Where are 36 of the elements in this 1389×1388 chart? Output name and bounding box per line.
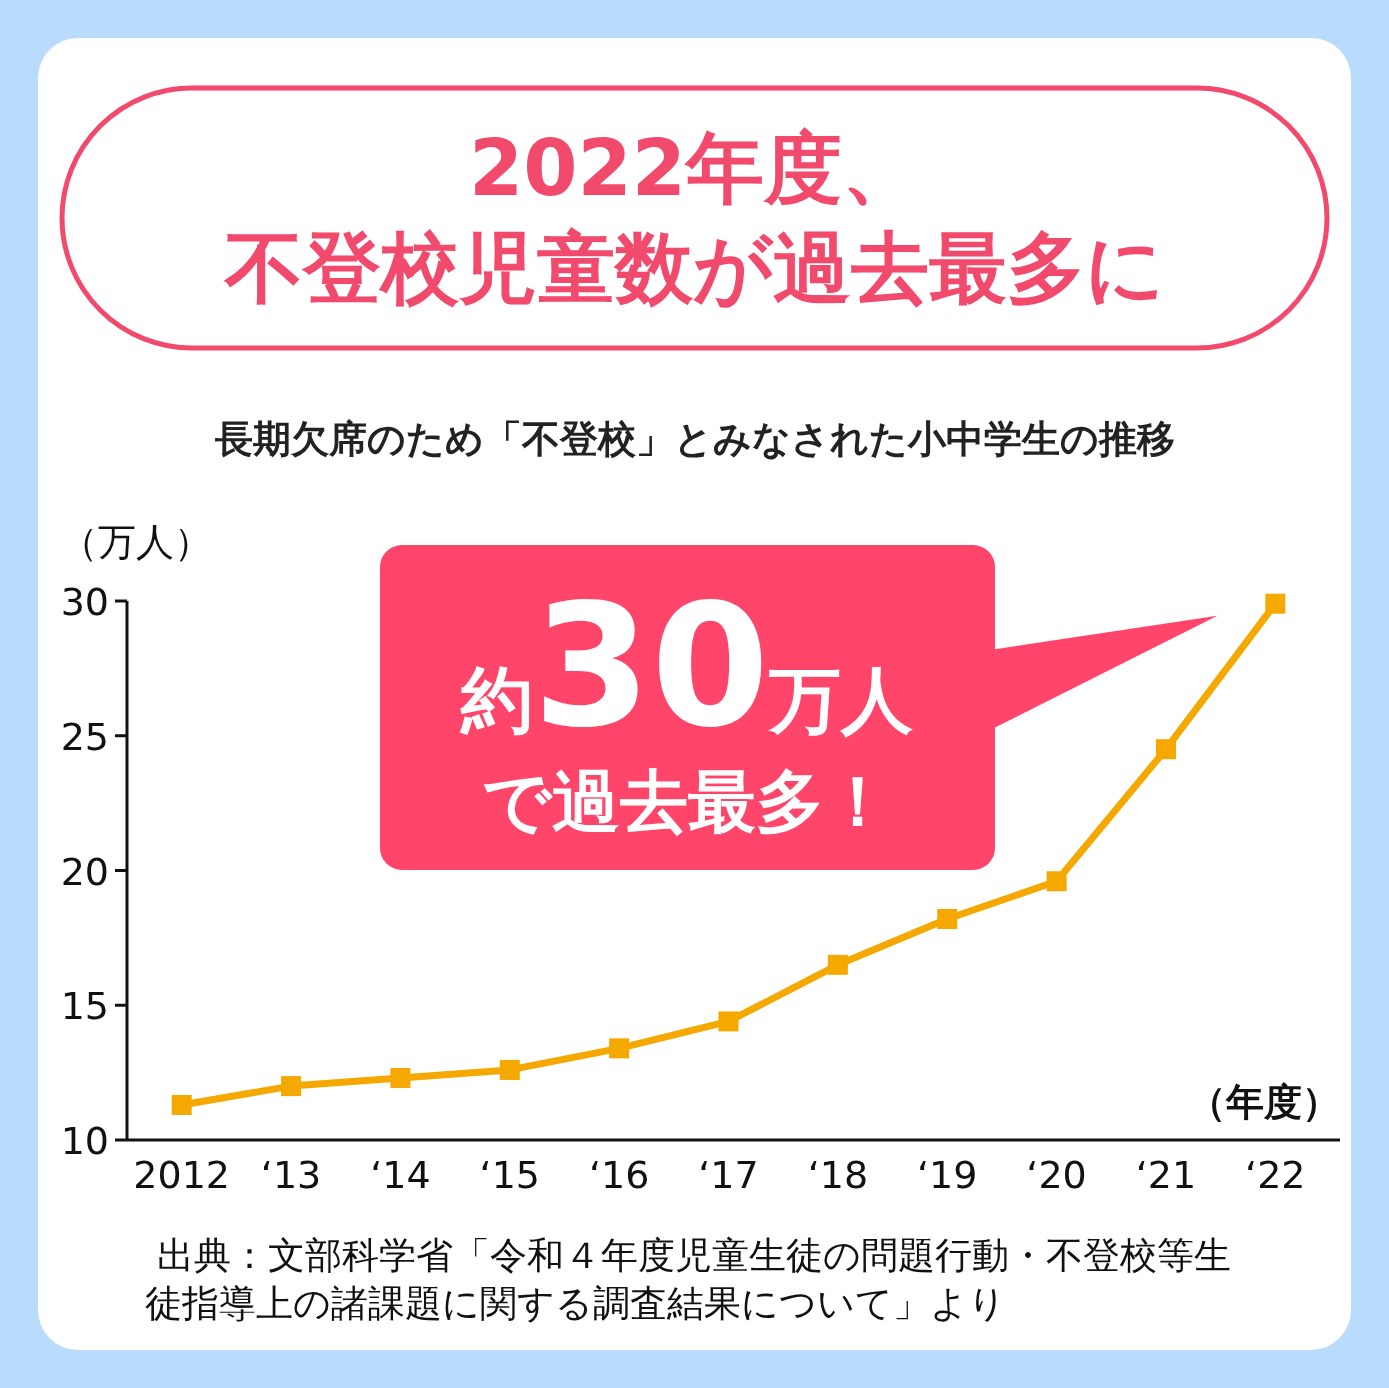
point (609, 1038, 630, 1059)
ytick: 25 (60, 714, 109, 759)
xtick: ‘21 (1135, 1153, 1197, 1197)
point (281, 1076, 302, 1097)
point (1265, 593, 1286, 614)
point (718, 1011, 739, 1032)
point (937, 909, 958, 930)
point (171, 1094, 192, 1115)
ytick: 10 (60, 1119, 109, 1163)
callout-text: 約30万人 (460, 567, 914, 765)
xtick: ‘22 (1245, 1153, 1306, 1197)
title: 不登校児童数が過去最多に (224, 223, 1165, 313)
ytick: 15 (60, 984, 109, 1029)
xtick: ‘15 (479, 1153, 540, 1197)
ylabel: （万人） (60, 520, 212, 564)
callout-text: で過去最多！ (482, 762, 892, 841)
point (1046, 871, 1067, 892)
xtick: ‘18 (807, 1153, 869, 1197)
point (499, 1059, 520, 1080)
subtitle: 長期欠席のため「不登校」とみなされた小中学生の推移 (214, 417, 1175, 461)
xlabel: （年度） (1188, 1080, 1340, 1124)
xtick: ‘13 (260, 1153, 322, 1197)
annotation: 出典：文部科学省「令和４年度児童生徒の問題行動・不登校等生 (157, 1234, 1231, 1277)
xtick: 2012 (133, 1153, 231, 1197)
xtick: ‘19 (917, 1153, 978, 1197)
xtick: ‘16 (588, 1153, 650, 1197)
xtick: ‘20 (1026, 1153, 1087, 1197)
xtick: ‘17 (698, 1153, 759, 1197)
title: 2022年度、 (468, 123, 921, 213)
point (827, 954, 848, 975)
ytick: 20 (60, 849, 109, 894)
xtick: ‘14 (370, 1153, 431, 1197)
ytick: 30 (60, 580, 109, 624)
point (390, 1068, 411, 1089)
annotation: 徒指導上の諸課題に関する調査結果について」より (145, 1282, 1006, 1325)
point (1155, 739, 1176, 760)
